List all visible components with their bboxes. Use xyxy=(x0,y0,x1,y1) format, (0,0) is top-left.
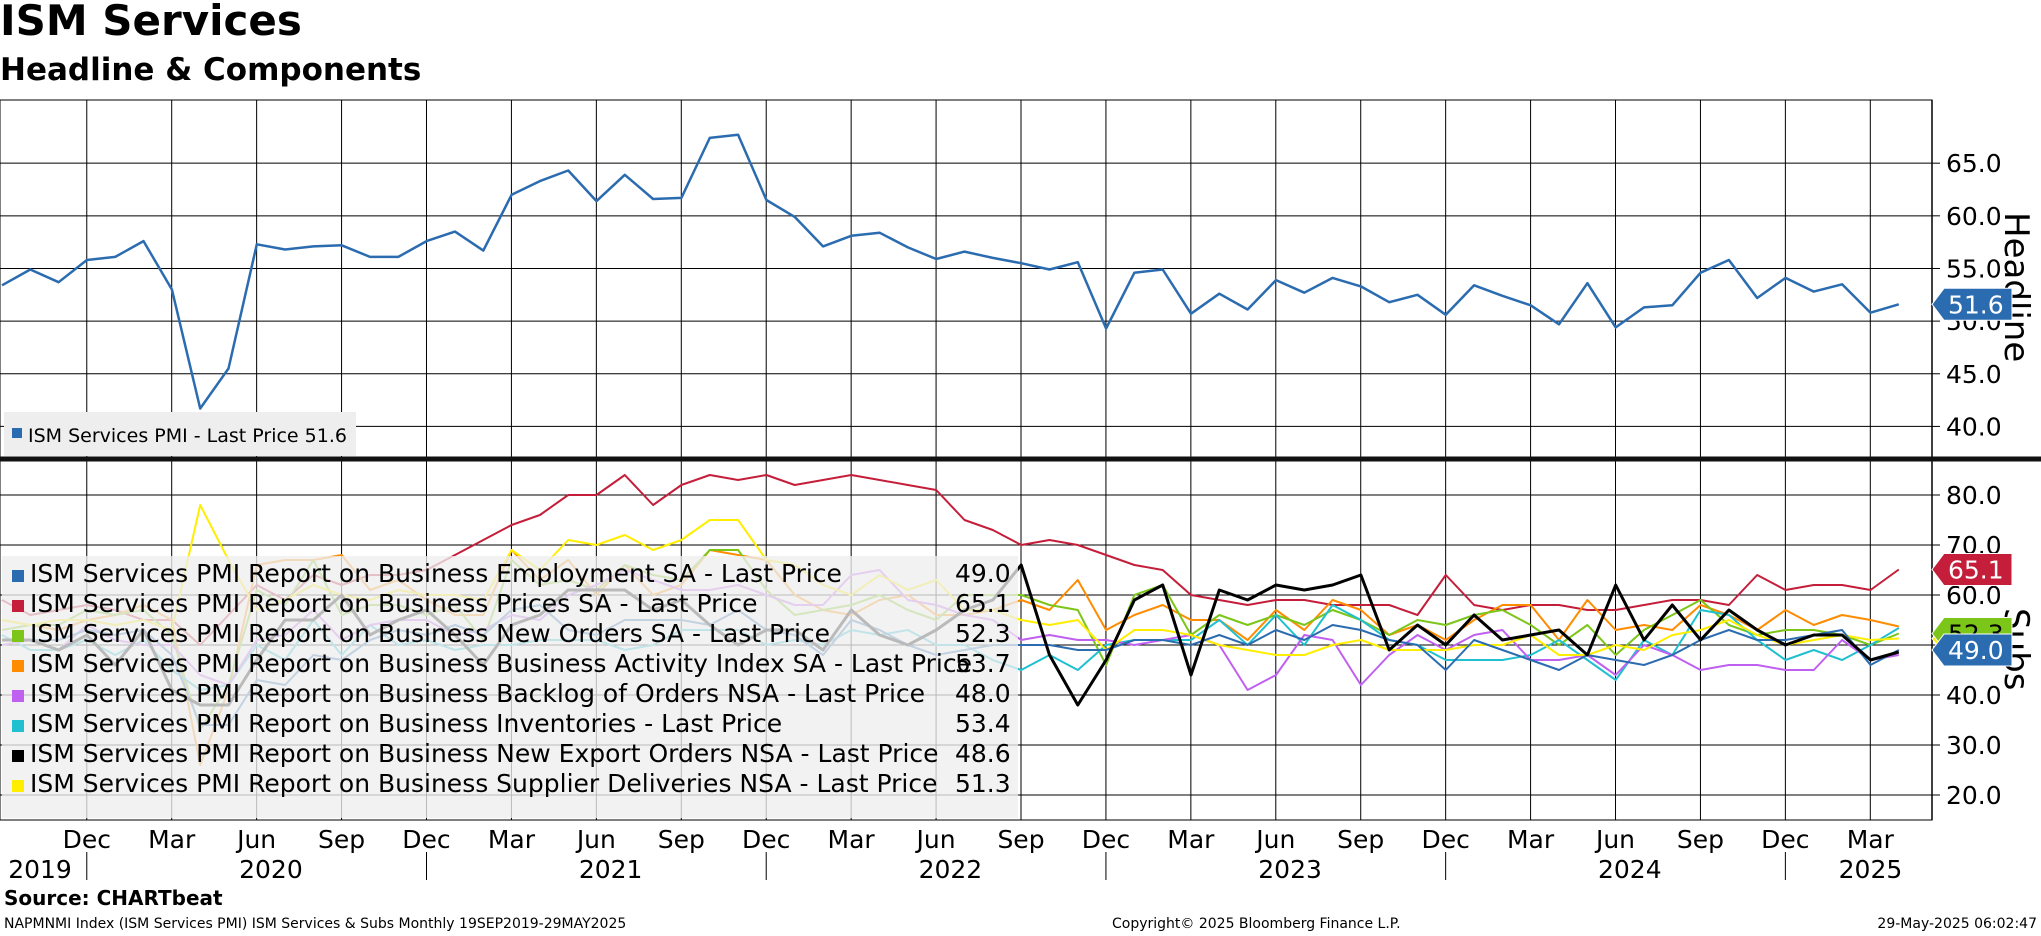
x-month-label: Sep xyxy=(1337,825,1384,854)
footer-timestamp: 29-May-2025 06:02:47 xyxy=(1877,916,2037,932)
x-year-label: 2023 xyxy=(1258,855,1322,884)
x-month-label: Jun xyxy=(1594,825,1635,854)
subs-legend-value: 49.0 xyxy=(955,559,1011,588)
subs-legend-value: 48.0 xyxy=(955,679,1011,708)
footer-copyright: Copyright© 2025 Bloomberg Finance L.P. xyxy=(1112,916,1401,932)
subs-last-tag-employment-shape xyxy=(1931,633,2013,667)
x-month-label: Dec xyxy=(63,825,111,854)
subs-legend-value: 51.3 xyxy=(955,769,1011,798)
x-month-label: Sep xyxy=(318,825,365,854)
x-year-label: 2025 xyxy=(1839,855,1903,884)
subs-tick-label: 20.0 xyxy=(1946,781,2002,810)
subs-legend-swatch xyxy=(12,750,24,762)
subs-last-tag-employment-text: 49.0 xyxy=(1948,636,2004,665)
subs-legend-swatch xyxy=(12,630,24,642)
chart-subtitle: Headline & Components xyxy=(0,52,422,88)
headline-last-tag-text: 51.6 xyxy=(1948,290,2004,319)
subs-last-tag-prices: 65.1 xyxy=(1931,553,2013,586)
headline-tick-label: 40.0 xyxy=(1946,412,2002,441)
subs-legend-swatch xyxy=(12,690,24,702)
x-year-label: 2020 xyxy=(239,855,303,884)
x-year-label: 2022 xyxy=(919,855,983,884)
headline-tick-label: 45.0 xyxy=(1946,360,2002,389)
x-month-label: Sep xyxy=(997,825,1044,854)
subs-last-tag-employment: 49.0 xyxy=(1931,633,2013,667)
x-month-label: Dec xyxy=(1082,825,1130,854)
x-month-label: Dec xyxy=(1421,825,1469,854)
x-month-label: Jun xyxy=(915,825,956,854)
subs-legend-label: ISM Services PMI Report on Business Back… xyxy=(30,679,925,708)
x-year-label: 2024 xyxy=(1598,855,1662,884)
subs-legend-value: 53.7 xyxy=(955,649,1011,678)
headline-last-tag-shape xyxy=(1931,287,2013,321)
x-month-label: Mar xyxy=(1167,825,1215,854)
headline-legend-label: ISM Services PMI - Last Price 51.6 xyxy=(28,425,347,447)
subs-legend-label: ISM Services PMI Report on Business New … xyxy=(30,739,939,768)
subs-tick-label: 40.0 xyxy=(1946,681,2002,710)
x-month-label: Mar xyxy=(828,825,876,854)
subs-legend-swatch xyxy=(12,570,24,582)
headline-tick-label: 60.0 xyxy=(1946,202,2002,231)
headline-panel-frame xyxy=(0,99,1933,459)
x-year-label: 2021 xyxy=(579,855,643,884)
headline-series-line xyxy=(1,133,1900,410)
subs-legend-label: ISM Services PMI Report on Business New … xyxy=(30,619,830,648)
x-month-label: Dec xyxy=(1761,825,1809,854)
x-month-label: Jun xyxy=(235,825,276,854)
subs-legend-value: 53.4 xyxy=(955,709,1011,738)
subs-legend-box xyxy=(2,556,1018,818)
headline-axis-title: Headline xyxy=(1996,212,2036,362)
subs-tick-label: 30.0 xyxy=(1946,731,2002,760)
subs-legend-label: ISM Services PMI Report on Business Inve… xyxy=(30,709,782,738)
headline-legend-swatch xyxy=(12,428,22,438)
x-month-label: Mar xyxy=(1507,825,1555,854)
headline-tick-label: 65.0 xyxy=(1946,149,2002,178)
subs-legend-label: ISM Services PMI Report on Business Busi… xyxy=(30,649,972,678)
chart-title: ISM Services xyxy=(0,0,302,45)
subs-last-tag-prices-text: 65.1 xyxy=(1948,556,2004,585)
x-month-label: Dec xyxy=(742,825,790,854)
x-year-label: 2019 xyxy=(8,855,72,884)
subs-legend-swatch xyxy=(12,660,24,672)
headline-tick-label: 55.0 xyxy=(1946,254,2002,283)
subs-legend-swatch xyxy=(12,720,24,732)
x-month-label: Mar xyxy=(1847,825,1895,854)
footer-series-info: NAPMNMI Index (ISM Services PMI) ISM Ser… xyxy=(4,916,627,932)
headline-last-tag: 51.6 xyxy=(1931,287,2013,321)
subs-legend-swatch xyxy=(12,600,24,612)
x-month-label: Mar xyxy=(148,825,196,854)
subs-legend-value: 52.3 xyxy=(955,619,1011,648)
x-month-label: Sep xyxy=(658,825,705,854)
subs-tick-label: 80.0 xyxy=(1946,481,2002,510)
x-month-label: Sep xyxy=(1677,825,1724,854)
subs-legend-label: ISM Services PMI Report on Business Pric… xyxy=(30,589,758,618)
source-note: Source: CHARTbeat xyxy=(4,886,223,910)
x-month-label: Jun xyxy=(575,825,616,854)
headline-legend-box xyxy=(4,412,356,456)
subs-last-tag-prices-shape xyxy=(1931,553,2013,586)
subs-legend-value: 48.6 xyxy=(955,739,1011,768)
x-month-label: Mar xyxy=(488,825,536,854)
x-month-label: Dec xyxy=(402,825,450,854)
subs-legend-label: ISM Services PMI Report on Business Empl… xyxy=(30,559,842,588)
x-month-label: Jun xyxy=(1254,825,1295,854)
subs-legend-label: ISM Services PMI Report on Business Supp… xyxy=(30,769,937,798)
subs-legend-swatch xyxy=(12,780,24,792)
subs-legend-value: 65.1 xyxy=(955,589,1011,618)
